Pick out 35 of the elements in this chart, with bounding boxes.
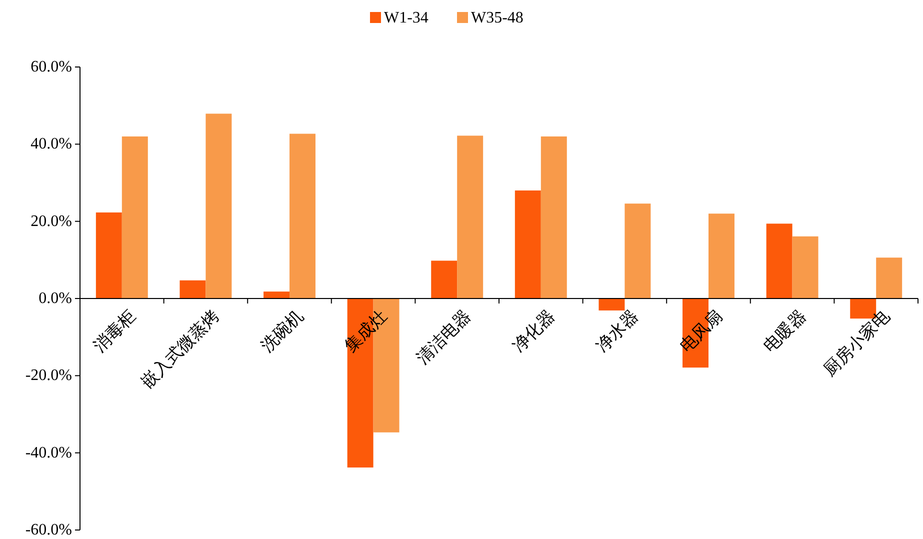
x-tick-label: 净化器: [508, 306, 558, 356]
y-tick-label: 0.0%: [38, 290, 72, 307]
x-tick-label: 洗碗机: [257, 306, 307, 356]
bar: [122, 136, 148, 298]
bar: [540, 136, 567, 298]
bar: [206, 114, 232, 298]
x-tick-label: 消毒柜: [90, 306, 140, 356]
x-tick-label: 嵌入式微蒸烤: [137, 306, 224, 392]
bar: [598, 298, 625, 310]
y-tick-label: -20.0%: [25, 367, 72, 384]
y-tick-label: -60.0%: [25, 522, 72, 538]
bar: [264, 292, 290, 298]
bar: [708, 214, 734, 298]
bar: [792, 236, 818, 298]
x-tick-label: 集成灶: [341, 306, 391, 356]
x-tick-label: 厨房小家电: [820, 306, 894, 380]
y-tick-label: 20.0%: [30, 212, 72, 230]
bar: [624, 204, 651, 298]
bar: [514, 190, 541, 298]
x-tick-label: 电暖器: [760, 306, 810, 356]
x-tick-label: 清洁电器: [412, 306, 474, 368]
bar: [457, 136, 484, 298]
y-tick-label: 60.0%: [30, 58, 72, 76]
bar: [180, 280, 206, 298]
legend-label: W1-34: [384, 10, 428, 26]
x-tick-label: 净水器: [592, 306, 642, 356]
bar: [290, 134, 316, 298]
bar: [766, 224, 792, 298]
y-tick-label: 40.0%: [30, 136, 72, 153]
bar: [96, 212, 122, 298]
y-tick-label: -40.0%: [25, 444, 72, 462]
bar: [876, 258, 902, 298]
legend-label: W35-48: [471, 10, 524, 26]
x-tick-label: 电风扇: [676, 306, 726, 356]
bar: [431, 260, 458, 298]
